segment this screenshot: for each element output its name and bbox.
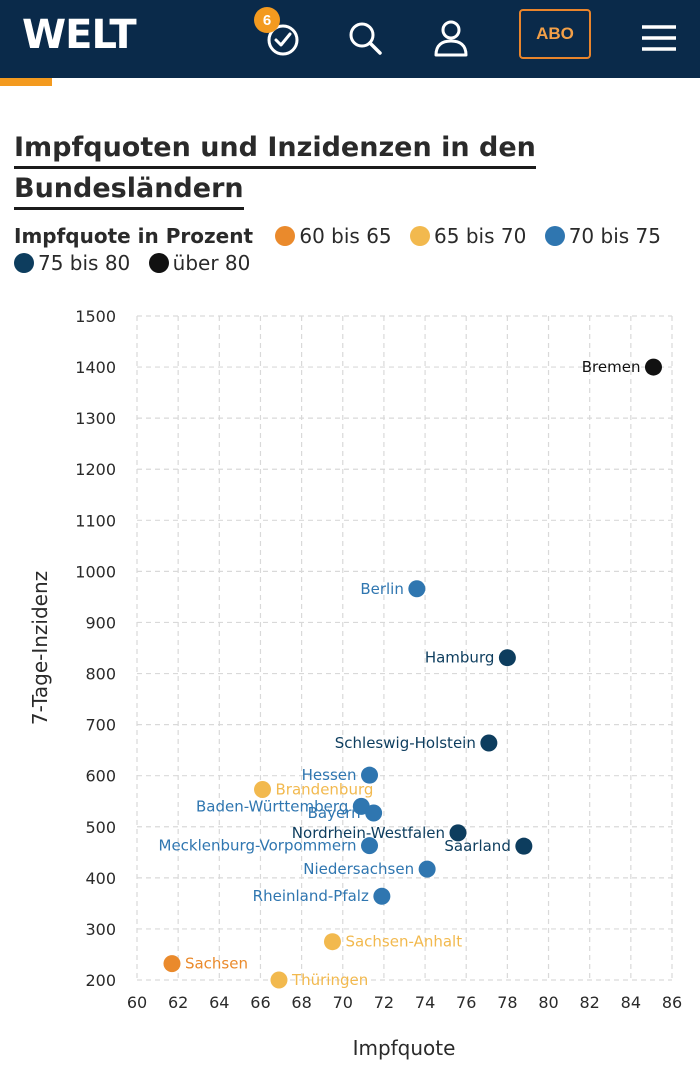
legend-dot (275, 226, 296, 246)
top-navigation-bar: WELT 6 ABO (0, 0, 700, 78)
notification-badge: 6 (254, 7, 280, 33)
welt-logo[interactable]: WELT (22, 12, 137, 58)
legend-item-ueber-80: über 80 (148, 250, 251, 277)
y-axis-label: 7-Tage-Inzidenz (28, 571, 52, 725)
accent-strip (0, 78, 52, 86)
point-label: Thüringen (291, 971, 368, 989)
x-tick-label: 80 (538, 993, 558, 1012)
legend-dot (14, 253, 34, 273)
data-point (515, 837, 533, 855)
y-tick-label: 1000 (75, 562, 116, 581)
legend-label: 60 bis 65 (299, 224, 392, 248)
point-label: Hamburg (425, 649, 495, 667)
data-point (644, 358, 662, 376)
abo-button[interactable]: ABO (519, 9, 591, 59)
search-button[interactable] (342, 15, 388, 61)
data-point (449, 824, 467, 842)
y-tick-label: 300 (85, 920, 116, 939)
x-tick-label: 74 (415, 993, 435, 1012)
y-tick-label: 200 (85, 971, 116, 990)
clock-icon (267, 24, 299, 56)
x-tick-label: 62 (168, 993, 188, 1012)
point-label: Niedersachsen (303, 860, 414, 878)
legend-dot (148, 253, 169, 273)
point-label: Brandenburg (276, 780, 374, 798)
data-point (365, 804, 383, 822)
axis-ticks: 60 62 64 66 68 70 72 74 76 78 80 82 84 86 200 300 400 500… (75, 307, 682, 1012)
point-label: Bremen (582, 358, 641, 376)
x-tick-label: 78 (497, 993, 517, 1012)
point-label: Bayern (308, 804, 361, 822)
legend-dot (544, 226, 565, 246)
search-icon (349, 22, 382, 55)
point-label: Nordrhein-Westfalen (292, 824, 445, 842)
data-point (498, 649, 516, 667)
point-label: Rheinland-Pfalz (253, 887, 369, 905)
history-button[interactable]: 6 (254, 7, 304, 61)
y-tick-label: 1200 (75, 460, 116, 479)
grid (136, 315, 673, 981)
chart-title-line-1: Impfquoten und Inzidenzen in den (14, 130, 536, 169)
x-tick-label: 72 (374, 993, 394, 1012)
menu-icon (642, 25, 676, 51)
x-tick-label: 66 (250, 993, 270, 1012)
y-tick-label: 1100 (75, 511, 116, 530)
legend-item-65-70: 65 bis 70 (410, 223, 526, 250)
data-point (361, 766, 379, 784)
data-point (163, 955, 181, 973)
point-label: Saarland (444, 837, 510, 855)
menu-button[interactable] (636, 15, 682, 61)
legend-label: über 80 (172, 251, 251, 275)
data-point (418, 860, 436, 878)
point-label: Sachsen-Anhalt (345, 933, 462, 951)
legend-item-75-80: 75 bis 80 (14, 250, 130, 277)
y-tick-label: 600 (85, 767, 116, 786)
chart-legend: Impfquote in Prozent 60 bis 65 65 bis 70… (14, 223, 694, 277)
x-tick-label: 64 (209, 993, 229, 1012)
y-tick-label: 1300 (75, 409, 116, 428)
x-tick-label: 68 (291, 993, 311, 1012)
x-tick-label: 60 (127, 993, 147, 1012)
y-tick-label: 700 (85, 716, 116, 735)
data-point (373, 887, 391, 905)
data-points (163, 358, 662, 989)
point-label: Sachsen (185, 955, 248, 973)
y-tick-label: 1500 (75, 307, 116, 326)
data-point (408, 580, 426, 598)
point-label: Mecklenburg-Vorpommern (159, 837, 357, 855)
chart-title: Impfquoten und Inzidenzen in den Bundesl… (14, 128, 536, 210)
y-tick-label: 400 (85, 869, 116, 888)
point-label: Schleswig-Holstein (335, 734, 476, 752)
account-button[interactable] (428, 15, 474, 61)
scatter-chart: 60 62 64 66 68 70 72 74 76 78 80 82 84 86 200 300 400 500… (28, 307, 682, 1060)
y-tick-label: 500 (85, 818, 116, 837)
data-point (480, 734, 498, 752)
user-icon (434, 20, 468, 57)
y-tick-label: 800 (85, 665, 116, 684)
x-tick-label: 76 (456, 993, 476, 1012)
data-point (254, 780, 272, 798)
legend-item-60-65: 60 bis 65 (275, 223, 392, 250)
x-tick-label: 84 (621, 993, 641, 1012)
legend-label: 70 bis 75 (568, 224, 661, 248)
y-tick-label: 900 (85, 613, 116, 632)
data-point (323, 933, 341, 951)
x-tick-label: 70 (333, 993, 353, 1012)
x-tick-label: 86 (662, 993, 682, 1012)
legend-dot (410, 226, 431, 246)
legend-label: 75 bis 80 (38, 251, 131, 275)
point-label: Berlin (360, 580, 404, 598)
data-point (270, 971, 288, 989)
x-tick-label: 82 (580, 993, 600, 1012)
y-tick-label: 1400 (75, 358, 116, 377)
point-label: Hessen (302, 766, 357, 784)
legend-label: 65 bis 70 (434, 224, 527, 248)
point-label: Baden-Württemberg (196, 797, 348, 815)
data-point (361, 837, 379, 855)
legend-title: Impfquote in Prozent (14, 224, 254, 248)
point-labels: Bremen Berlin Hamburg Schleswig-Holstein Hes… (159, 358, 641, 989)
x-axis-label: Impfquote (353, 1036, 456, 1060)
legend-item-70-75: 70 bis 75 (544, 223, 661, 250)
chart-title-line-2: Bundesländern (14, 171, 244, 210)
